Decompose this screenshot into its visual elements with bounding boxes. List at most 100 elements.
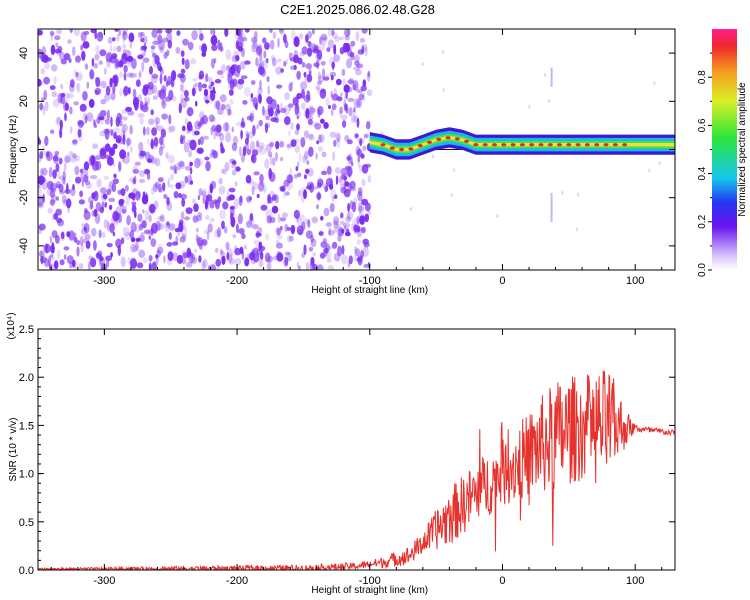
ridge-peak — [389, 146, 395, 150]
y-tick-label: 20 — [18, 95, 30, 107]
noise-speck — [210, 149, 216, 156]
ridge-peak — [547, 143, 553, 147]
noise-speck — [151, 127, 158, 136]
noise-speck — [316, 192, 322, 200]
noise-speck — [40, 68, 46, 75]
noise-speck — [319, 36, 322, 45]
noise-speck — [356, 239, 361, 245]
noise-speck — [158, 187, 166, 193]
noise-speck — [288, 130, 291, 137]
noise-speck — [54, 150, 60, 156]
noise-speck — [123, 86, 128, 97]
noise-speck — [75, 72, 83, 81]
noise-speck — [152, 52, 157, 59]
noise-speck — [265, 143, 272, 153]
noise-speck — [46, 180, 54, 190]
noise-speck — [112, 231, 116, 237]
noise-speck — [137, 54, 144, 60]
noise-speck — [207, 93, 213, 100]
noise-speck — [118, 199, 124, 207]
noise-speck — [150, 109, 154, 116]
noise-speck — [296, 92, 303, 100]
noise-speck — [86, 112, 94, 122]
noise-speck — [263, 109, 271, 118]
noise-speck — [180, 73, 186, 83]
noise-speck — [268, 168, 273, 179]
noise-speck — [333, 54, 341, 62]
noise-speck — [307, 167, 314, 177]
noise-speck — [256, 249, 263, 256]
noise-speck — [165, 29, 172, 34]
noise-speck — [55, 208, 62, 216]
noise-speck — [250, 110, 255, 121]
noise-speck — [196, 147, 204, 154]
noise-speck — [241, 117, 245, 127]
noise-speck — [245, 220, 253, 228]
noise-speck — [296, 215, 302, 226]
noise-speck — [226, 252, 230, 261]
noise-speck — [139, 117, 144, 125]
noise-speck — [119, 149, 127, 160]
noise-speck — [56, 117, 61, 124]
noise-speck — [362, 238, 370, 245]
noise-speck — [269, 154, 273, 166]
noise-speck — [45, 151, 50, 158]
noise-speck — [336, 137, 341, 149]
noise-speck — [214, 100, 220, 110]
noise-speck — [174, 227, 181, 233]
noise-speck — [327, 265, 335, 270]
noise-speck — [248, 217, 255, 225]
noise-speck — [101, 231, 106, 238]
noise-speck — [252, 124, 256, 136]
noise-speck — [84, 233, 91, 241]
noise-speck — [82, 238, 87, 244]
noise-speck — [72, 139, 78, 144]
noise-speck — [153, 260, 158, 270]
noise-speck — [91, 57, 95, 67]
noise-speck — [124, 49, 132, 59]
noise-speck — [332, 103, 337, 110]
noise-speck — [223, 226, 228, 234]
noise-speck — [58, 157, 63, 165]
noise-speck — [183, 142, 190, 153]
noise-speck — [196, 215, 202, 222]
noise-speck — [98, 60, 103, 65]
noise-speck — [165, 152, 169, 160]
noise-speck — [96, 31, 104, 42]
noise-speck — [217, 196, 222, 204]
noise-speck — [442, 88, 445, 93]
noise-speck — [327, 39, 335, 49]
noise-speck — [304, 150, 309, 160]
noise-speck — [298, 152, 302, 163]
noise-speck — [150, 156, 157, 165]
noise-speck — [202, 198, 205, 205]
noise-speck — [284, 256, 289, 266]
noise-speck — [110, 252, 113, 258]
noise-speck — [49, 254, 55, 261]
noise-speck — [421, 62, 425, 67]
noise-speck — [147, 81, 154, 90]
noise-speck — [120, 188, 126, 197]
noise-speck — [90, 175, 98, 180]
noise-speck — [328, 227, 331, 237]
noise-speck — [72, 46, 76, 56]
spectrogram-x-axis: -300 -200 -100 0 100 Height of straight line … — [50, 29, 663, 296]
noise-speck — [316, 204, 319, 210]
noise-speck — [257, 87, 263, 95]
noise-speck — [95, 45, 100, 55]
noise-speck — [120, 237, 125, 245]
noise-speck — [303, 71, 307, 78]
ridge-peak — [519, 143, 525, 147]
noise-speck — [198, 121, 201, 128]
noise-speck — [253, 30, 258, 40]
noise-speck — [325, 97, 331, 106]
noise-speck — [84, 115, 88, 124]
noise-speck — [120, 256, 126, 268]
noise-speck — [163, 255, 166, 264]
noise-speck — [94, 90, 100, 96]
noise-speck — [333, 227, 338, 233]
noise-speck — [268, 196, 273, 204]
noise-speck — [269, 29, 273, 34]
noise-speck — [55, 183, 61, 189]
noise-speck — [234, 247, 242, 256]
